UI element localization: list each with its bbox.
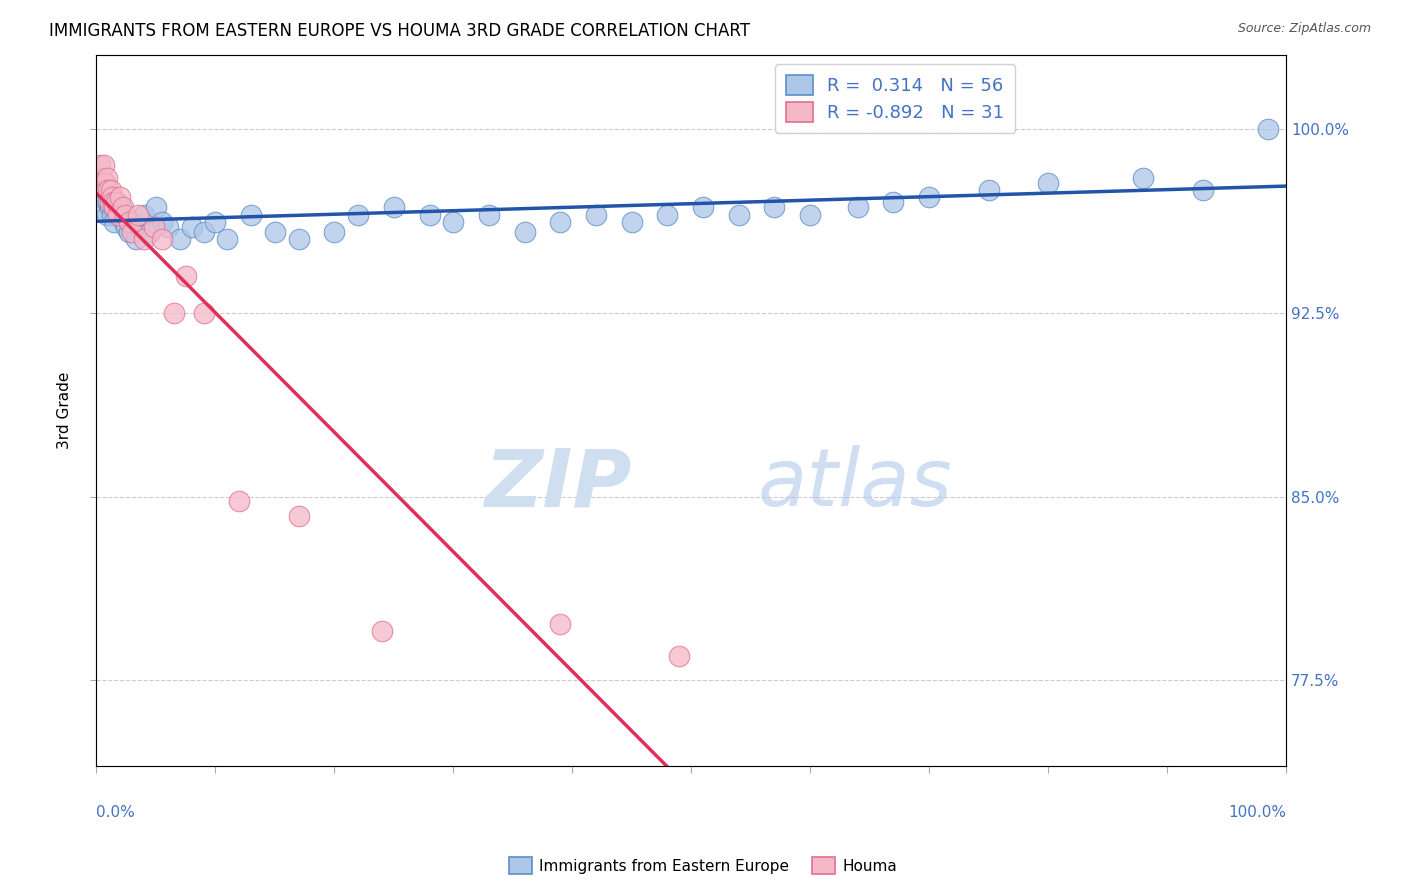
Point [550, 617, 572, 632]
Point [132, 207, 155, 221]
Text: IMMIGRANTS FROM EASTERN EUROPE VS HOUMA 3RD GRADE CORRELATION CHART: IMMIGRANTS FROM EASTERN EUROPE VS HOUMA … [49, 22, 751, 40]
Legend: Immigrants from Eastern Europe, Houma: Immigrants from Eastern Europe, Houma [502, 851, 904, 880]
Point [127, 207, 149, 221]
Point [100, 190, 122, 204]
Point [193, 225, 215, 239]
Point [882, 195, 904, 210]
Point [371, 624, 394, 639]
Point [799, 207, 821, 221]
Point [103, 215, 125, 229]
Point [101, 200, 124, 214]
Point [108, 207, 131, 221]
Legend: R =  0.314   N = 56, R = -0.892   N = 31: R = 0.314 N = 56, R = -0.892 N = 31 [775, 64, 1015, 133]
Point [125, 232, 148, 246]
Point [1191, 183, 1213, 197]
Point [287, 509, 309, 524]
Point [98, 200, 121, 214]
Point [163, 305, 186, 319]
Point [217, 232, 239, 246]
Point [150, 232, 173, 246]
Point [110, 200, 132, 214]
Point [478, 207, 501, 221]
Text: ZIP: ZIP [485, 445, 631, 524]
Point [97, 195, 120, 210]
Point [142, 219, 165, 234]
Point [287, 232, 309, 246]
Point [1036, 176, 1059, 190]
Point [103, 200, 125, 214]
Point [668, 648, 690, 663]
Point [585, 207, 607, 221]
Point [264, 225, 287, 239]
Point [763, 200, 786, 214]
Point [156, 219, 179, 234]
Point [101, 190, 124, 204]
Point [347, 207, 370, 221]
Point [89, 159, 111, 173]
Point [121, 215, 143, 229]
Point [846, 200, 869, 214]
Point [98, 195, 121, 210]
Point [128, 219, 150, 234]
Point [115, 219, 138, 234]
Text: Source: ZipAtlas.com: Source: ZipAtlas.com [1237, 22, 1371, 36]
Point [110, 190, 132, 204]
Point [193, 305, 215, 319]
Point [117, 215, 139, 229]
Point [139, 225, 162, 239]
Point [180, 219, 202, 234]
Point [107, 207, 129, 221]
Point [121, 225, 143, 239]
Point [323, 225, 346, 239]
Point [240, 207, 263, 221]
Point [918, 190, 941, 204]
Point [513, 225, 536, 239]
Point [94, 183, 117, 197]
Point [94, 176, 117, 190]
Point [727, 207, 749, 221]
Point [89, 200, 111, 214]
Text: 100.0%: 100.0% [1227, 805, 1286, 821]
Text: 0.0%: 0.0% [97, 805, 135, 821]
Point [101, 195, 124, 210]
Point [692, 200, 714, 214]
Point [977, 183, 1000, 197]
Text: atlas: atlas [758, 445, 953, 524]
Point [204, 215, 226, 229]
Point [94, 183, 117, 197]
Point [145, 200, 167, 214]
Point [441, 215, 464, 229]
Point [132, 232, 155, 246]
Point [96, 207, 118, 221]
Point [117, 225, 139, 239]
Point [169, 232, 191, 246]
Point [114, 207, 136, 221]
Point [94, 176, 117, 190]
Point [100, 183, 122, 197]
Point [657, 207, 679, 221]
Point [150, 215, 173, 229]
Point [111, 200, 134, 214]
Point [101, 207, 124, 221]
Point [91, 190, 114, 204]
Y-axis label: 3rd Grade: 3rd Grade [58, 372, 72, 450]
Point [1257, 121, 1279, 136]
Point [93, 159, 115, 173]
Point [550, 215, 572, 229]
Point [105, 195, 128, 210]
Point [228, 494, 250, 508]
Point [620, 215, 643, 229]
Point [112, 215, 135, 229]
Point [1132, 170, 1154, 185]
Point [174, 268, 197, 283]
Point [91, 170, 114, 185]
Point [419, 207, 441, 221]
Point [97, 183, 120, 197]
Point [382, 200, 405, 214]
Point [96, 170, 118, 185]
Point [104, 195, 127, 210]
